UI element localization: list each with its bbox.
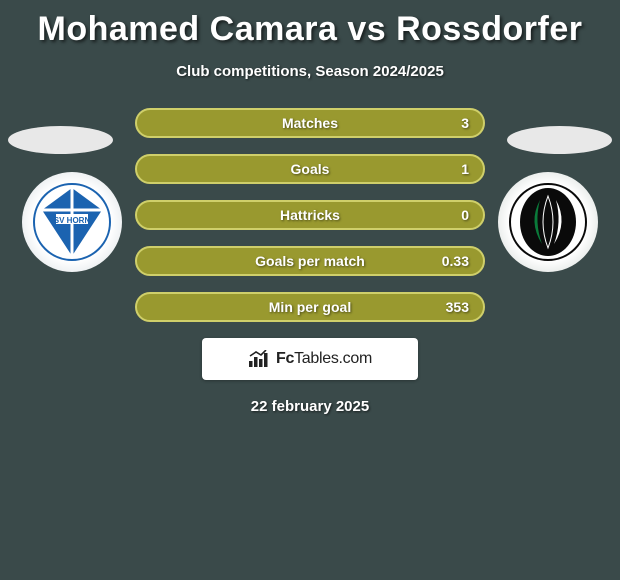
stat-label: Hattricks bbox=[280, 207, 340, 223]
subtitle: Club competitions, Season 2024/2025 bbox=[0, 63, 620, 80]
brand-text: FcTables.com bbox=[276, 350, 372, 368]
brand-box[interactable]: FcTables.com bbox=[202, 338, 418, 380]
stat-label: Min per goal bbox=[269, 299, 351, 315]
stat-label: Goals bbox=[291, 161, 330, 177]
stat-right-value: 3 bbox=[461, 115, 469, 131]
stat-row-hattricks: Hattricks 0 bbox=[135, 200, 485, 230]
date-text: 22 february 2025 bbox=[0, 398, 620, 415]
player-right-photo bbox=[507, 126, 612, 154]
brand-chart-icon bbox=[248, 350, 270, 368]
stat-label: Goals per match bbox=[255, 253, 365, 269]
club-right-logo bbox=[508, 182, 588, 262]
stat-right-value: 0 bbox=[461, 207, 469, 223]
stat-right-value: 353 bbox=[446, 299, 469, 315]
page-title: Mohamed Camara vs Rossdorfer bbox=[0, 0, 620, 49]
stat-right-value: 1 bbox=[461, 161, 469, 177]
player-left-photo bbox=[8, 126, 113, 154]
stat-row-goals-per-match: Goals per match 0.33 bbox=[135, 246, 485, 276]
stat-right-value: 0.33 bbox=[442, 253, 469, 269]
club-right-badge bbox=[498, 172, 598, 272]
stats-container: Matches 3 Goals 1 Hattricks 0 Goals per … bbox=[135, 108, 485, 322]
stat-label: Matches bbox=[282, 115, 338, 131]
stat-row-matches: Matches 3 bbox=[135, 108, 485, 138]
club-left-badge: SV HORN bbox=[22, 172, 122, 272]
club-left-logo: SV HORN bbox=[32, 182, 112, 262]
stat-row-goals: Goals 1 bbox=[135, 154, 485, 184]
stat-row-min-per-goal: Min per goal 353 bbox=[135, 292, 485, 322]
svg-text:SV HORN: SV HORN bbox=[54, 216, 91, 225]
